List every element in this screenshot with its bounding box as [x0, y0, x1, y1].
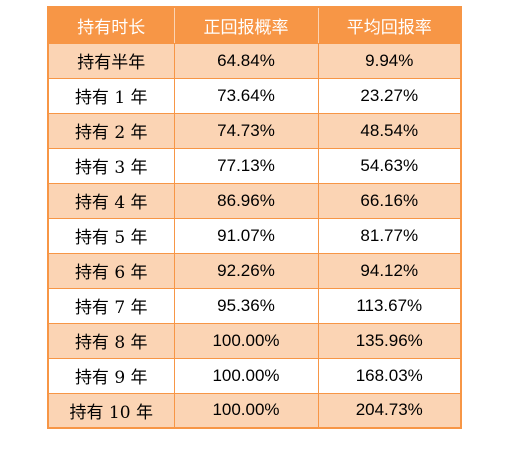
table-row: 持有 1 年 73.64% 23.27%: [47, 77, 462, 114]
header-row: 持有时长 正回报概率 平均回报率: [47, 6, 462, 44]
average-return-cell: 204.73%: [317, 392, 462, 429]
table-row: 持有 7 年 95.36% 113.67%: [47, 287, 462, 324]
positive-probability-cell: 95.36%: [173, 287, 319, 324]
average-return-cell: 9.94%: [317, 42, 462, 79]
returns-table: 持有时长 正回报概率 平均回报率 持有半年 64.84% 9.94% 持有 1 …: [47, 6, 462, 429]
table-row: 持有 9 年 100.00% 168.03%: [47, 357, 462, 394]
holding-period-cell: 持有 7 年: [47, 287, 175, 324]
table-row: 持有 10 年 100.00% 204.73%: [47, 392, 462, 429]
table-row: 持有 5 年 91.07% 81.77%: [47, 217, 462, 254]
header-average-return: 平均回报率: [317, 6, 462, 44]
positive-probability-cell: 100.00%: [173, 322, 319, 359]
holding-period-cell: 持有 8 年: [47, 322, 175, 359]
table-row: 持有 4 年 86.96% 66.16%: [47, 182, 462, 219]
table-row: 持有 2 年 74.73% 48.54%: [47, 112, 462, 149]
average-return-cell: 113.67%: [317, 287, 462, 324]
holding-period-cell: 持有半年: [47, 42, 175, 79]
positive-probability-cell: 100.00%: [173, 392, 319, 429]
holding-period-cell: 持有 1 年: [47, 77, 175, 114]
average-return-cell: 94.12%: [317, 252, 462, 289]
positive-probability-cell: 73.64%: [173, 77, 319, 114]
header-positive-probability: 正回报概率: [173, 6, 319, 44]
average-return-cell: 23.27%: [317, 77, 462, 114]
average-return-cell: 81.77%: [317, 217, 462, 254]
positive-probability-cell: 86.96%: [173, 182, 319, 219]
positive-probability-cell: 92.26%: [173, 252, 319, 289]
average-return-cell: 135.96%: [317, 322, 462, 359]
average-return-cell: 54.63%: [317, 147, 462, 184]
header-holding-period: 持有时长: [47, 6, 175, 44]
table-header: 持有时长 正回报概率 平均回报率: [47, 6, 462, 44]
average-return-cell: 168.03%: [317, 357, 462, 394]
average-return-cell: 48.54%: [317, 112, 462, 149]
holding-period-cell: 持有 6 年: [47, 252, 175, 289]
positive-probability-cell: 64.84%: [173, 42, 319, 79]
positive-probability-cell: 77.13%: [173, 147, 319, 184]
holding-period-cell: 持有 9 年: [47, 357, 175, 394]
holding-period-cell: 持有 5 年: [47, 217, 175, 254]
holding-period-cell: 持有 10 年: [47, 392, 175, 429]
table-row: 持有 6 年 92.26% 94.12%: [47, 252, 462, 289]
positive-probability-cell: 74.73%: [173, 112, 319, 149]
average-return-cell: 66.16%: [317, 182, 462, 219]
table-row: 持有 8 年 100.00% 135.96%: [47, 322, 462, 359]
holding-period-cell: 持有 4 年: [47, 182, 175, 219]
table-row: 持有半年 64.84% 9.94%: [47, 42, 462, 79]
table-body: 持有半年 64.84% 9.94% 持有 1 年 73.64% 23.27% 持…: [47, 42, 462, 429]
positive-probability-cell: 100.00%: [173, 357, 319, 394]
positive-probability-cell: 91.07%: [173, 217, 319, 254]
table-row: 持有 3 年 77.13% 54.63%: [47, 147, 462, 184]
holding-period-cell: 持有 3 年: [47, 147, 175, 184]
holding-period-cell: 持有 2 年: [47, 112, 175, 149]
